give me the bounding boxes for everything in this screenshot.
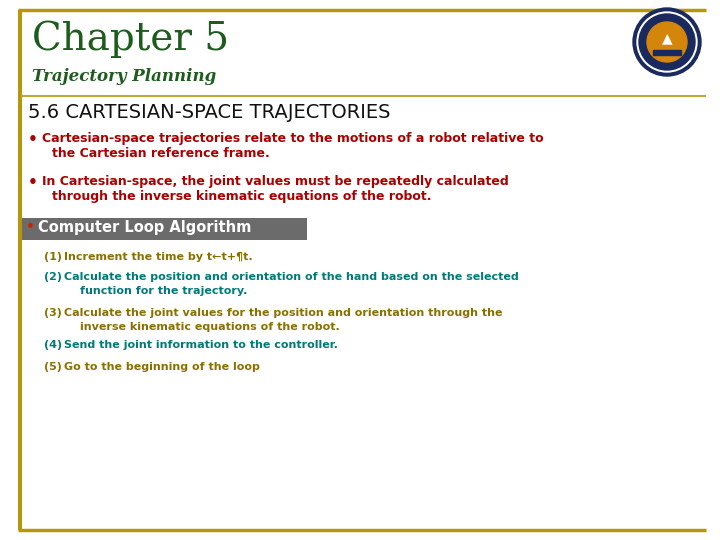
Text: Increment the time by t←t+¶t.: Increment the time by t←t+¶t. [64,252,253,262]
Text: (2): (2) [44,272,62,282]
Text: Cartesian-space trajectories relate to the motions of a robot relative to: Cartesian-space trajectories relate to t… [42,132,544,145]
Text: the Cartesian reference frame.: the Cartesian reference frame. [52,147,270,160]
Bar [653,50,681,55]
Text: Trajectory Planning: Trajectory Planning [32,68,216,85]
Text: Calculate the joint values for the position and orientation through the: Calculate the joint values for the posit… [64,308,503,318]
Text: Computer Loop Algorithm: Computer Loop Algorithm [38,220,251,235]
Text: (5): (5) [44,362,62,372]
Circle shape [633,8,701,76]
Text: Send the joint information to the controller.: Send the joint information to the contro… [64,340,338,350]
Text: •: • [28,175,38,190]
Text: Go to the beginning of the loop: Go to the beginning of the loop [64,362,260,372]
Text: through the inverse kinematic equations of the robot.: through the inverse kinematic equations … [52,190,431,203]
Text: (3): (3) [44,308,62,318]
Text: function for the trajectory.: function for the trajectory. [80,286,248,296]
Text: Calculate the position and orientation of the hand based on the selected: Calculate the position and orientation o… [64,272,518,282]
Text: ▲: ▲ [662,31,672,45]
Text: •: • [28,132,38,147]
Text: Chapter 5: Chapter 5 [32,20,229,57]
Text: (1): (1) [44,252,62,262]
Circle shape [647,22,687,62]
Circle shape [639,14,695,70]
Text: inverse kinematic equations of the robot.: inverse kinematic equations of the robot… [80,322,340,332]
Bar [18,10,22,530]
Text: In Cartesian-space, the joint values must be repeatedly calculated: In Cartesian-space, the joint values mus… [42,175,509,188]
Bar [22,218,307,240]
Text: 5.6 CARTESIAN-SPACE TRAJECTORIES: 5.6 CARTESIAN-SPACE TRAJECTORIES [28,103,390,122]
Circle shape [637,12,697,72]
Text: (4): (4) [44,340,62,350]
Text: •: • [26,220,35,234]
